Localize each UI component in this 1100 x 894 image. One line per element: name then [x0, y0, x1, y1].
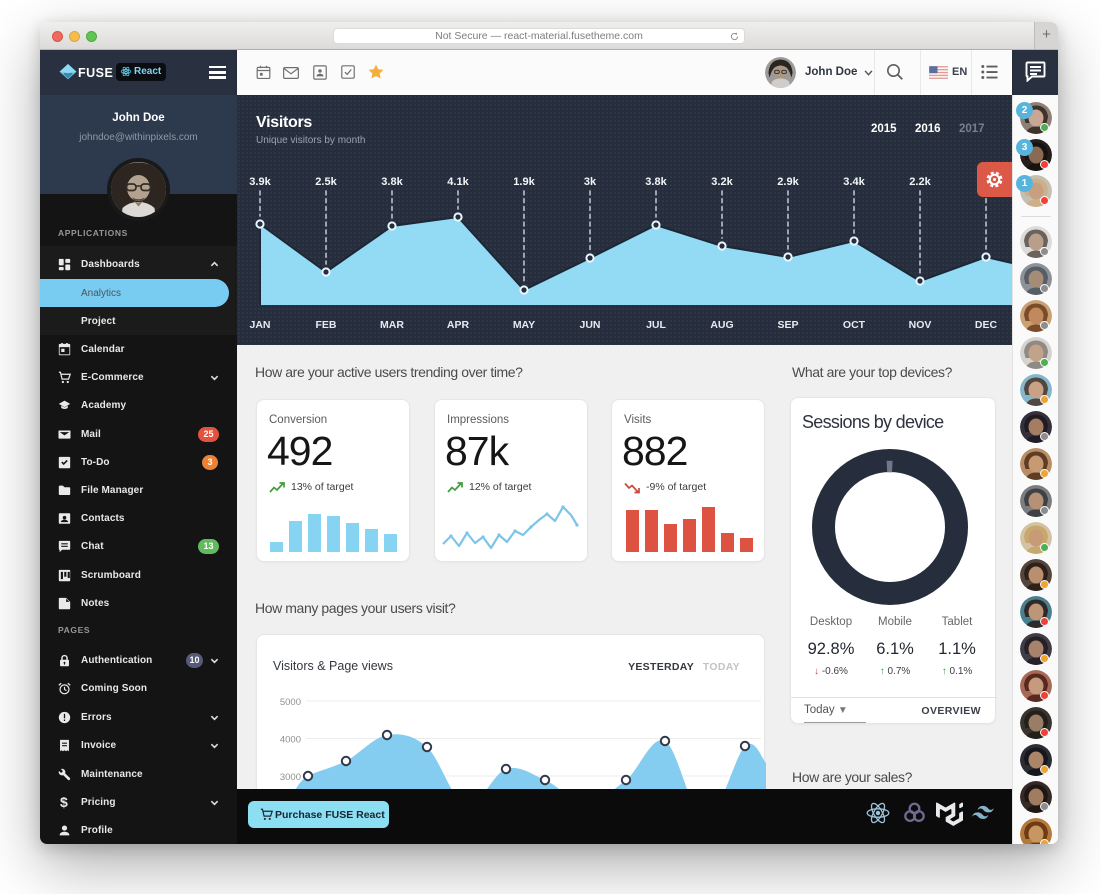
svg-text:NOV: NOV: [909, 319, 932, 331]
svg-text:3000: 3000: [280, 772, 301, 783]
svg-text:JUN: JUN: [579, 319, 600, 331]
svg-text:JUL: JUL: [646, 319, 666, 331]
svg-text:JAN: JAN: [249, 319, 270, 331]
svg-text:OCT: OCT: [843, 319, 866, 331]
svg-text:3.2k: 3.2k: [711, 176, 733, 188]
svg-text:3k: 3k: [584, 176, 597, 188]
svg-text:3.4k: 3.4k: [843, 176, 865, 188]
svg-text:2.2k: 2.2k: [909, 176, 931, 188]
svg-text:MAR: MAR: [380, 319, 404, 331]
svg-text:2.5k: 2.5k: [315, 176, 337, 188]
svg-text:AUG: AUG: [710, 319, 733, 331]
svg-text:3.8k: 3.8k: [645, 176, 667, 188]
svg-text:SEP: SEP: [777, 319, 798, 331]
svg-text:2.9k: 2.9k: [777, 176, 799, 188]
svg-text:4.1k: 4.1k: [447, 176, 469, 188]
svg-text:APR: APR: [447, 319, 470, 331]
svg-text:3.9k: 3.9k: [249, 176, 271, 188]
svg-text:4000: 4000: [280, 735, 301, 746]
svg-text:3.8k: 3.8k: [381, 176, 403, 188]
svg-text:MAY: MAY: [513, 319, 535, 331]
svg-text:FEB: FEB: [316, 319, 337, 331]
svg-text:DEC: DEC: [975, 319, 998, 331]
svg-text:1.9k: 1.9k: [513, 176, 535, 188]
svg-text:5000: 5000: [280, 697, 301, 708]
